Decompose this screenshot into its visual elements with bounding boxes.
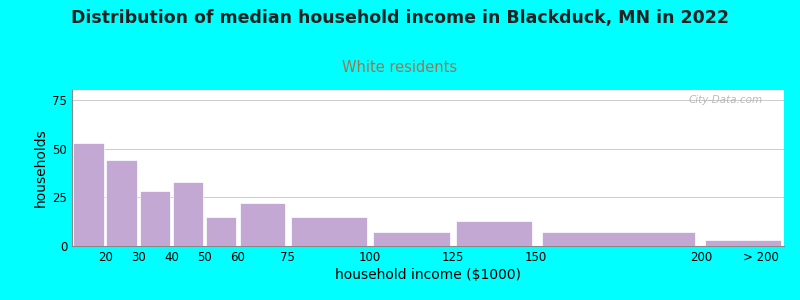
Bar <box>173 182 203 246</box>
Bar <box>456 221 532 246</box>
Bar <box>106 160 137 246</box>
X-axis label: household income ($1000): household income ($1000) <box>335 268 521 282</box>
Text: White residents: White residents <box>342 60 458 75</box>
Bar <box>74 142 104 246</box>
Bar <box>206 217 236 246</box>
Text: Distribution of median household income in Blackduck, MN in 2022: Distribution of median household income … <box>71 9 729 27</box>
Bar <box>374 232 450 246</box>
Y-axis label: households: households <box>34 129 48 207</box>
Bar <box>290 217 366 246</box>
Bar <box>542 232 694 246</box>
Bar <box>239 203 286 246</box>
Bar <box>139 191 170 246</box>
Text: City-Data.com: City-Data.com <box>689 95 762 105</box>
Bar <box>705 240 781 246</box>
